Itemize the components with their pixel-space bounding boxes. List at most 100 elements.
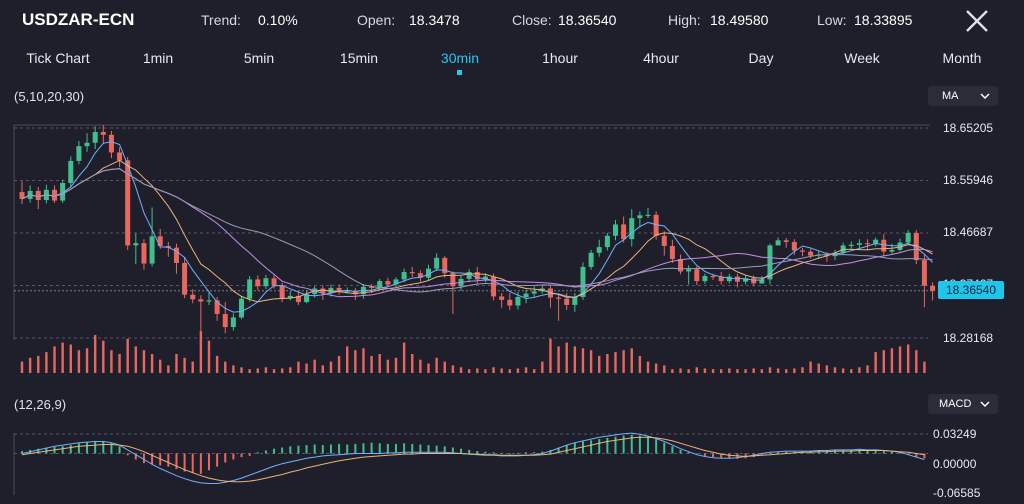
volume-bar (630, 348, 633, 373)
macd-histogram-bar (606, 437, 609, 454)
volume-bar (581, 348, 585, 373)
volume-bar (719, 369, 723, 373)
volume-bar (557, 346, 560, 373)
tab-15min[interactable]: 15min (339, 50, 379, 66)
price-axis-label: 18.28168 (943, 331, 994, 345)
macd-indicator-dropdown[interactable]: MACD (928, 394, 998, 414)
candle (482, 276, 488, 280)
candle (60, 183, 66, 201)
candle (678, 259, 684, 272)
volume-bar (858, 367, 861, 373)
volume-bar (167, 365, 170, 373)
tab-day[interactable]: Day (748, 50, 774, 66)
macd-line (21, 432, 925, 484)
volume-bar (272, 369, 276, 373)
candle (930, 285, 936, 291)
macd-histogram-bar (273, 448, 276, 454)
tab-month[interactable]: Month (942, 50, 982, 66)
volume-bar (484, 369, 487, 373)
tab-1min[interactable]: 1min (142, 50, 174, 66)
candle (523, 293, 529, 297)
candle (588, 252, 594, 267)
price-axis-label: 18.55946 (943, 173, 994, 187)
volume-bar (589, 350, 593, 373)
macd-histogram-bar (411, 443, 414, 454)
macd-histogram-bar (403, 443, 406, 454)
macd-histogram-bar (329, 444, 332, 454)
volume-bar (516, 368, 520, 373)
macd-histogram-bar (354, 443, 357, 454)
volume-bar (313, 359, 316, 373)
price-axis-label: 18.46687 (943, 225, 994, 239)
volume-bar (646, 361, 650, 373)
candle (108, 134, 114, 153)
macd-histogram-bar (663, 442, 666, 454)
candle (799, 250, 805, 252)
candle (856, 243, 862, 245)
volume-bar (663, 365, 666, 373)
volume-bar (866, 365, 869, 373)
volume-bar (785, 369, 788, 373)
close-value: 18.36540 (558, 12, 617, 28)
candle (637, 215, 643, 219)
macd-histogram-bar (744, 453, 747, 459)
close-x-icon (966, 10, 988, 32)
candle (466, 272, 472, 279)
macd-histogram-bar (346, 444, 349, 454)
close-button[interactable] (962, 6, 992, 36)
candle (190, 294, 196, 300)
candle (149, 236, 155, 264)
macd-histogram-bar (500, 452, 503, 454)
macd-histogram-bar (768, 452, 771, 454)
volume-bar (638, 355, 642, 373)
macd-histogram-bar (321, 445, 324, 454)
volume-bar (159, 359, 162, 373)
macd-histogram-bar (476, 451, 479, 454)
volume-bar (687, 369, 690, 373)
active-tab-indicator (457, 70, 462, 75)
volume-bar (801, 367, 804, 373)
tab-4hour[interactable]: 4hour (643, 50, 679, 66)
candle (271, 278, 277, 286)
candle (304, 294, 310, 303)
tab-1hour[interactable]: 1hour (542, 50, 578, 66)
tab-tick-chart[interactable]: Tick Chart (26, 50, 90, 66)
candle (743, 278, 749, 282)
tab-30min[interactable]: 30min (440, 50, 480, 66)
volume-bar (134, 346, 138, 373)
macd-histogram-bar (695, 453, 698, 455)
chevron-down-icon (980, 401, 990, 408)
macd-histogram-bar (882, 451, 885, 454)
tab-5min[interactable]: 5min (243, 50, 275, 66)
volume-bar (232, 365, 235, 373)
candle (905, 232, 911, 243)
macd-histogram-bar (492, 452, 495, 454)
volume-bar (435, 357, 438, 373)
macd-histogram-bar (77, 443, 80, 454)
macd-histogram-bar (297, 445, 300, 454)
ma5-line (21, 141, 933, 313)
macd-histogram-bar (760, 453, 763, 455)
macd-histogram-bar (777, 452, 780, 454)
macd-histogram-bar (191, 453, 194, 473)
macd-histogram-bar (305, 445, 308, 454)
volume-bar (817, 363, 820, 373)
volume-bar (541, 361, 544, 373)
open-label: Open: (357, 12, 396, 28)
candle (173, 247, 179, 263)
candle (645, 214, 651, 216)
candle (507, 299, 513, 306)
candle (417, 273, 423, 278)
high-label: High: (668, 12, 701, 28)
volume-bar (175, 354, 178, 373)
volume-bar (841, 368, 845, 373)
macd-histogram-bar (394, 443, 397, 454)
ma-indicator-dropdown[interactable]: MA (928, 86, 998, 106)
high-value: 18.49580 (710, 12, 769, 28)
macd-histogram-bar (134, 453, 137, 460)
macd-histogram-bar (703, 453, 706, 456)
macd-histogram-bar (549, 449, 552, 454)
ma30-line (21, 168, 933, 293)
tab-week[interactable]: Week (844, 50, 880, 66)
